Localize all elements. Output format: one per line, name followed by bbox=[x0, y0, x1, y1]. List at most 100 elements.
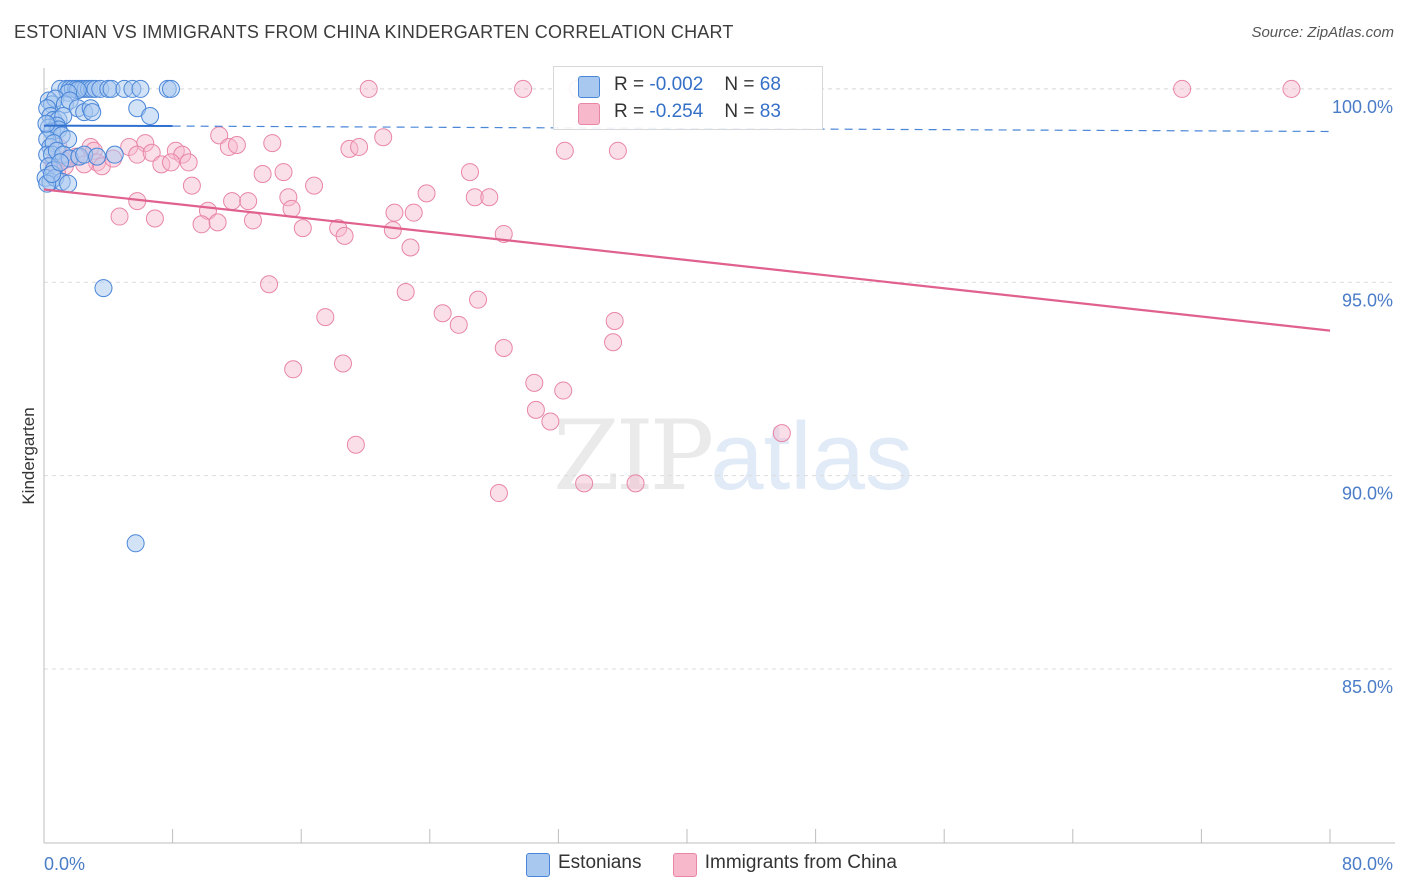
data-point-estonians bbox=[161, 79, 180, 98]
legend-label-china: Immigrants from China bbox=[704, 852, 897, 873]
data-point-china bbox=[284, 360, 303, 379]
data-point-china bbox=[227, 136, 246, 155]
data-point-estonians bbox=[141, 107, 160, 126]
y-tick-labels: 100.0% 95.0% 90.0% 85.0% bbox=[1332, 97, 1393, 697]
data-point-china bbox=[223, 192, 242, 211]
legend-swatch-blue bbox=[526, 853, 550, 877]
data-point-china bbox=[604, 333, 623, 352]
legend-text-china: R = -0.254 N = 83 bbox=[614, 101, 781, 123]
n-value: 68 bbox=[759, 74, 781, 95]
data-point-china bbox=[142, 143, 161, 162]
data-point-china bbox=[555, 141, 574, 160]
data-point-china bbox=[293, 219, 312, 238]
data-point-china bbox=[333, 354, 352, 373]
data-point-china bbox=[243, 211, 262, 230]
data-point-china bbox=[514, 79, 533, 98]
x-tick-label: 0.0% bbox=[44, 854, 85, 874]
legend-swatch-blue bbox=[578, 76, 600, 98]
data-point-china bbox=[335, 226, 354, 245]
data-point-china bbox=[489, 484, 508, 503]
y-tick-label: 100.0% bbox=[1332, 97, 1393, 117]
r-value: -0.254 bbox=[649, 101, 704, 122]
data-point-estonians bbox=[94, 279, 113, 298]
data-point-estonians bbox=[59, 174, 78, 193]
data-point-china bbox=[417, 184, 436, 203]
data-point-estonians bbox=[131, 79, 150, 98]
legend-item-estonians[interactable]: Estonians bbox=[526, 852, 642, 877]
correlation-legend: R = -0.002 N = 68 R = -0.254 N = 83 bbox=[553, 66, 823, 130]
data-point-china bbox=[1282, 79, 1301, 98]
r-value: -0.002 bbox=[649, 74, 704, 95]
grid-lines bbox=[44, 88, 1395, 670]
legend-swatch-pink bbox=[672, 853, 697, 877]
data-point-china bbox=[460, 163, 479, 182]
series-estonians bbox=[36, 79, 180, 553]
data-point-china bbox=[605, 311, 624, 330]
y-tick-label: 85.0% bbox=[1342, 677, 1393, 697]
x-tick-label: 80.0% bbox=[1342, 854, 1393, 874]
r-label: R = bbox=[614, 101, 645, 122]
data-point-china bbox=[239, 192, 258, 211]
data-point-china bbox=[253, 165, 272, 184]
trend-line-china bbox=[43, 188, 1331, 332]
y-tick-label: 90.0% bbox=[1342, 484, 1393, 504]
data-point-china bbox=[260, 275, 279, 294]
data-point-china bbox=[350, 137, 369, 156]
legend-text-estonians: R = -0.002 N = 68 bbox=[614, 74, 781, 96]
data-point-china bbox=[374, 128, 393, 147]
data-point-china bbox=[208, 213, 227, 232]
data-point-china bbox=[465, 188, 484, 207]
data-point-china bbox=[161, 153, 180, 172]
data-point-estonians bbox=[105, 145, 124, 164]
data-point-china bbox=[274, 163, 293, 182]
watermark-atlas: atlas bbox=[710, 403, 913, 510]
data-point-china bbox=[329, 219, 348, 238]
data-point-china bbox=[554, 381, 573, 400]
source-label: Source: ZipAtlas.com bbox=[1251, 24, 1394, 41]
data-point-china bbox=[1173, 79, 1192, 98]
data-point-china bbox=[128, 145, 147, 164]
data-point-china bbox=[396, 282, 415, 301]
data-point-china bbox=[608, 141, 627, 160]
legend-swatch-pink bbox=[578, 103, 600, 125]
data-point-china bbox=[182, 176, 201, 195]
data-point-china bbox=[541, 412, 560, 431]
data-point-china bbox=[433, 304, 452, 323]
data-point-estonians bbox=[83, 103, 102, 122]
data-point-china bbox=[772, 424, 791, 443]
n-label: N = bbox=[724, 74, 755, 95]
data-point-china bbox=[494, 224, 513, 243]
data-point-china bbox=[192, 215, 211, 234]
data-point-china bbox=[110, 207, 129, 226]
legend-item-china[interactable]: Immigrants from China bbox=[672, 852, 897, 877]
data-point-china bbox=[316, 308, 335, 327]
data-point-estonians bbox=[51, 153, 70, 172]
series-legend: Estonians Immigrants from China bbox=[526, 852, 923, 877]
data-point-china bbox=[279, 188, 298, 207]
data-point-china bbox=[383, 221, 402, 240]
n-value: 83 bbox=[759, 101, 781, 122]
data-point-estonians bbox=[37, 114, 56, 133]
x-tick-labels: 0.0% 80.0% bbox=[44, 854, 1393, 874]
data-point-china bbox=[282, 199, 301, 218]
data-point-china bbox=[626, 474, 645, 493]
data-point-china bbox=[385, 203, 404, 222]
n-label: N = bbox=[724, 101, 755, 122]
chart-title: ESTONIAN VS IMMIGRANTS FROM CHINA KINDER… bbox=[14, 22, 734, 42]
data-point-china bbox=[263, 134, 282, 153]
trend-lines bbox=[43, 124, 1331, 332]
data-point-china bbox=[359, 79, 378, 98]
series-immigrants-from-china bbox=[44, 79, 1301, 503]
watermark-zip: ZIP bbox=[553, 400, 714, 512]
data-point-china bbox=[525, 373, 544, 392]
data-point-china bbox=[346, 435, 365, 454]
data-point-estonians bbox=[88, 147, 107, 166]
data-point-china bbox=[401, 238, 420, 257]
data-point-china bbox=[526, 400, 545, 419]
data-point-china bbox=[145, 209, 164, 228]
watermark: ZIPatlas bbox=[553, 400, 913, 512]
data-point-china bbox=[404, 203, 423, 222]
data-point-china bbox=[494, 339, 513, 358]
legend-label-estonians: Estonians bbox=[558, 852, 642, 873]
data-point-estonians bbox=[126, 534, 145, 553]
